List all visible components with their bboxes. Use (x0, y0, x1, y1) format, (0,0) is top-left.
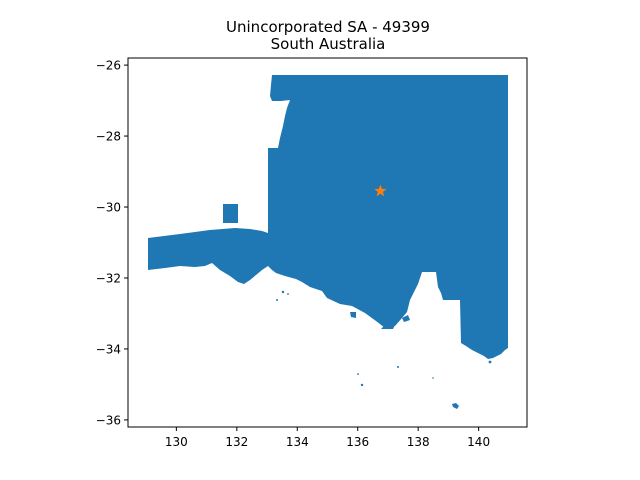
region-west-arm (148, 228, 268, 284)
map-plot-area (148, 75, 508, 409)
region-fragment (382, 231, 386, 235)
region-shape (268, 75, 508, 359)
x-tick-label: 134 (286, 435, 309, 449)
y-axis: −26 −28 −30 −32 −34 −36 (96, 59, 128, 427)
region-fragment (281, 290, 285, 294)
region-fragment (357, 373, 359, 375)
x-tick-label: 138 (407, 435, 430, 449)
y-tick-label: −34 (96, 342, 121, 356)
map-subtitle: South Australia (271, 35, 386, 53)
y-tick-label: −28 (96, 130, 121, 144)
x-tick-label: 140 (467, 435, 490, 449)
y-tick-label: −30 (96, 201, 121, 215)
y-tick-label: −36 (96, 413, 121, 427)
region-fragment (432, 377, 434, 379)
region-fragment (397, 366, 399, 368)
region-island-kangaroo (452, 403, 459, 409)
region-fragment (350, 312, 356, 318)
map-title: Unincorporated SA - 49399 (226, 18, 430, 36)
region-fragment (276, 299, 278, 301)
x-axis: 130 132 134 136 138 140 (165, 427, 490, 449)
y-tick-label: −32 (96, 271, 121, 285)
region-fragment (287, 293, 289, 295)
region-fragment (381, 323, 396, 329)
star-icon (374, 184, 387, 197)
region-fragment (488, 360, 492, 364)
region-detached-block (223, 204, 238, 223)
region-fragment (402, 315, 410, 322)
x-tick-label: 130 (165, 435, 188, 449)
region-fragment (360, 383, 364, 387)
region-fragment (318, 177, 322, 181)
y-tick-label: −26 (96, 59, 121, 73)
x-tick-label: 136 (346, 435, 369, 449)
x-tick-label: 132 (225, 435, 248, 449)
plot-frame (127, 57, 528, 428)
